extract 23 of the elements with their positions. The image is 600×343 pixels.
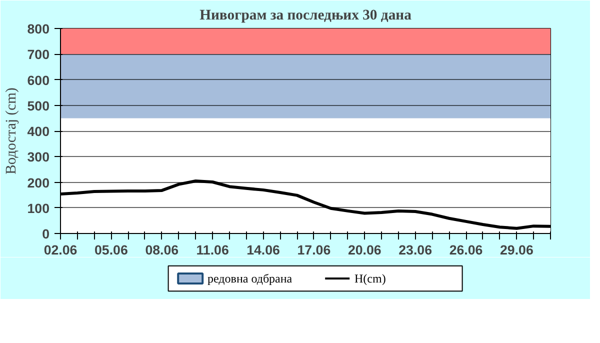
- x-tick-label: 08.06: [145, 242, 179, 258]
- legend-label: редовна одбрана: [208, 272, 293, 286]
- chart-title: Нивограм за последњих 30 дана: [200, 8, 412, 24]
- x-tick-label: 26.06: [449, 242, 483, 258]
- x-tick-label: 11.06: [196, 242, 229, 258]
- y-tick-label: 0: [42, 226, 50, 242]
- x-tick-label: 02.06: [44, 242, 78, 258]
- x-tick-label: 17.06: [297, 242, 331, 258]
- y-tick-label: 400: [27, 124, 50, 139]
- y-tick-label: 300: [27, 150, 50, 165]
- legend-label: H(cm): [354, 272, 386, 286]
- y-tick-label: 800: [27, 22, 50, 36]
- y-tick-label: 600: [27, 72, 50, 88]
- x-tick-label: 23.06: [398, 242, 432, 258]
- y-tick-label: 700: [27, 47, 50, 62]
- x-tick-label: 29.06: [500, 242, 534, 258]
- x-tick-label: 05.06: [94, 242, 128, 258]
- y-tick-label: 100: [27, 200, 50, 216]
- y-tick-label: 200: [27, 175, 50, 190]
- y-axis-title: Водостај (cm): [3, 87, 20, 174]
- x-tick-label: 14.06: [246, 242, 280, 258]
- y-tick-label: 500: [27, 98, 50, 114]
- x-tick-label: 20.06: [348, 242, 382, 258]
